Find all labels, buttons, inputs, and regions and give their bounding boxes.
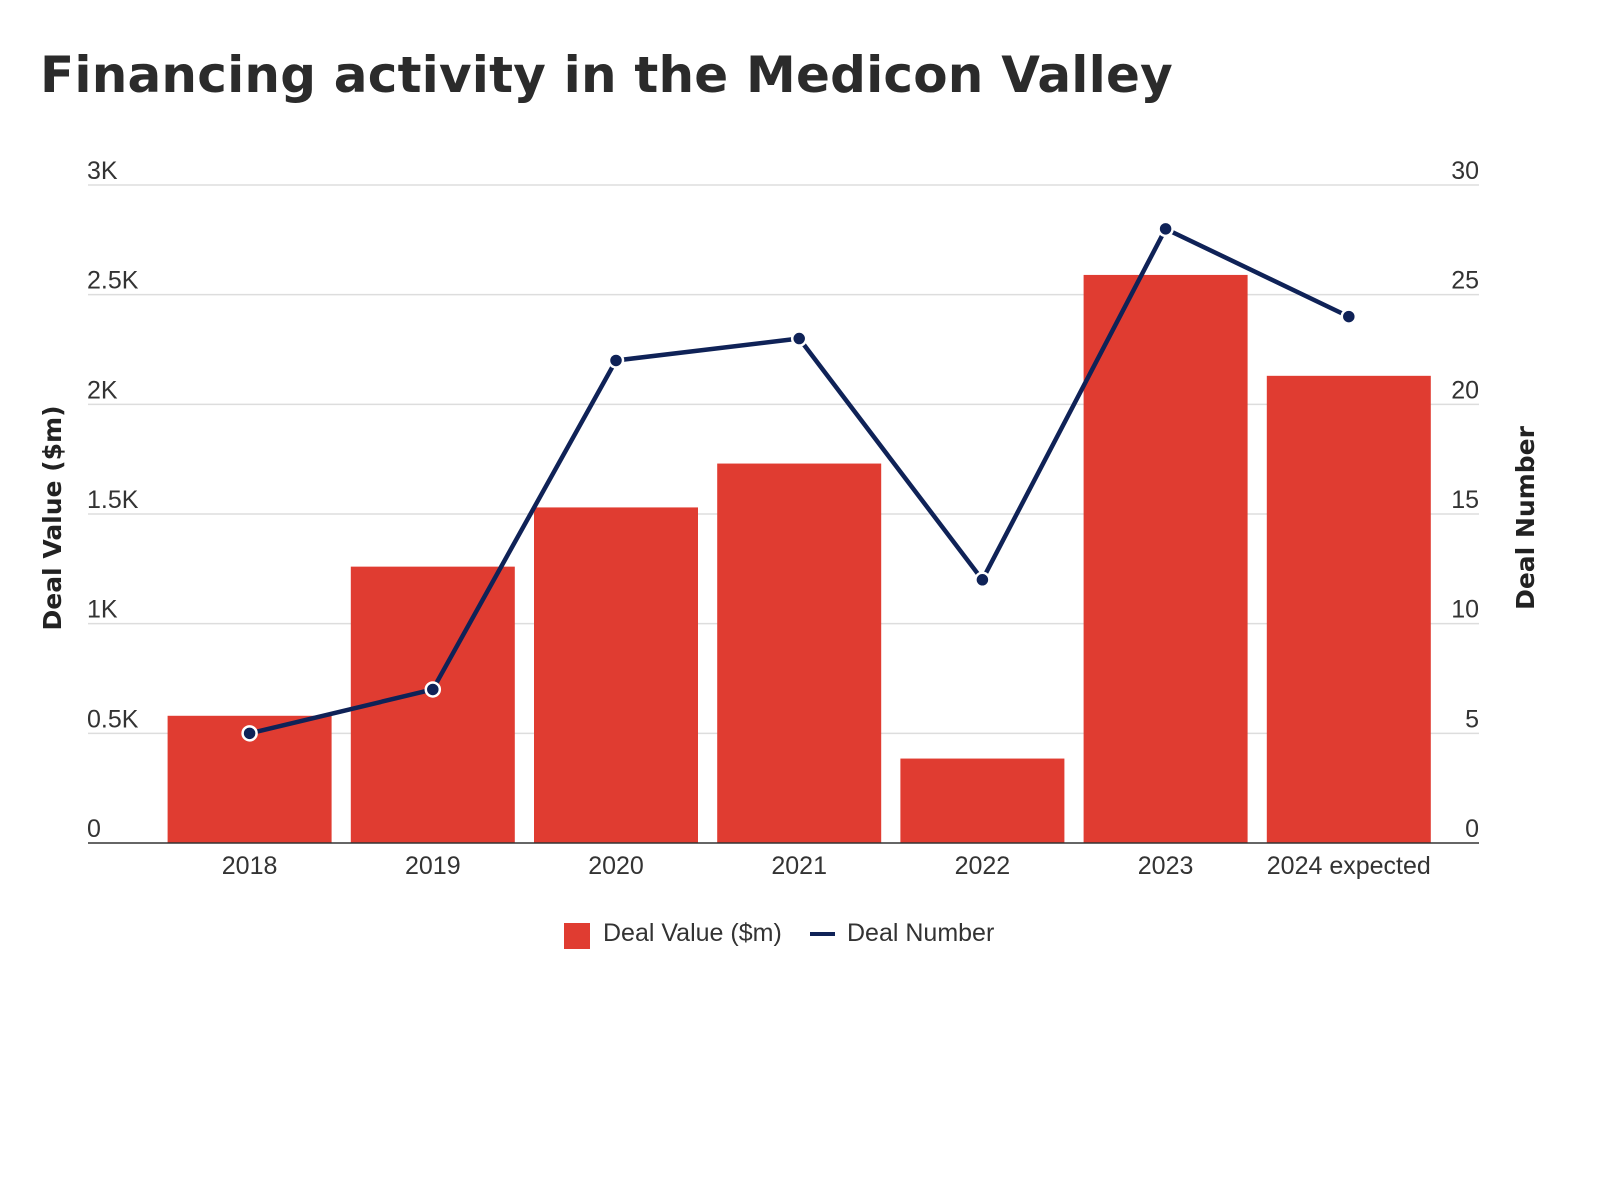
line-point[interactable] [974, 571, 991, 589]
x-tick-label: 2024 expected [1267, 852, 1431, 880]
bar[interactable] [534, 507, 698, 843]
left-axis-ticks: 0 0.5K 1K 1.5K 2K 2.5K 3K [87, 157, 139, 843]
y2-tick-label: 0 [1465, 815, 1479, 843]
chart-title: Financing activity in the Medicon Valley [40, 46, 1173, 104]
y-tick-label: 1.5K [87, 486, 139, 514]
line-point[interactable] [607, 352, 625, 369]
legend-label-deal-number: Deal Number [847, 919, 994, 947]
x-tick-label: 2022 [955, 852, 1011, 880]
legend-item-deal-number[interactable]: Deal Number [810, 919, 994, 947]
line-point[interactable] [241, 725, 258, 742]
y-tick-label: 2.5K [87, 267, 139, 295]
bar[interactable] [1083, 274, 1248, 844]
y2-axis-title: Deal Number [1511, 425, 1540, 609]
bar-series [167, 274, 1431, 844]
right-axis-ticks: 0 5 10 15 20 25 30 [1451, 157, 1479, 843]
x-tick-label: 2020 [588, 852, 644, 880]
bar[interactable] [900, 758, 1065, 843]
y2-tick-label: 15 [1451, 486, 1479, 514]
bar[interactable] [717, 463, 882, 843]
y2-tick-label: 25 [1451, 267, 1479, 295]
y-tick-label: 3K [87, 157, 118, 185]
bar[interactable] [1266, 375, 1431, 843]
y-tick-label: 0 [87, 815, 101, 843]
legend-label-deal-value: Deal Value ($m) [603, 919, 782, 947]
y2-tick-label: 30 [1451, 157, 1479, 185]
legend-swatch-bar [564, 923, 590, 949]
y-tick-label: 0.5K [87, 705, 139, 733]
line-point[interactable] [1340, 308, 1358, 325]
x-axis-ticks: 2018 2019 2020 2021 2022 2023 2024 expected [222, 852, 1431, 880]
y-tick-label: 1K [87, 596, 118, 624]
x-tick-label: 2019 [405, 852, 461, 880]
y2-tick-label: 20 [1451, 376, 1479, 404]
line-point[interactable] [424, 681, 442, 698]
y-tick-label: 2K [87, 376, 118, 404]
line-point[interactable] [790, 330, 808, 347]
x-tick-label: 2023 [1138, 852, 1194, 880]
line-point[interactable] [1157, 220, 1174, 238]
y2-tick-label: 10 [1451, 596, 1479, 624]
legend-item-deal-value[interactable]: Deal Value ($m) [564, 919, 782, 949]
y2-tick-label: 5 [1465, 705, 1479, 733]
y-axis-title: Deal Value ($m) [38, 405, 67, 630]
x-tick-label: 2021 [771, 852, 827, 880]
x-tick-label: 2018 [222, 852, 278, 880]
line-points [241, 220, 1358, 742]
legend: Deal Value ($m) Deal Number [564, 919, 994, 949]
